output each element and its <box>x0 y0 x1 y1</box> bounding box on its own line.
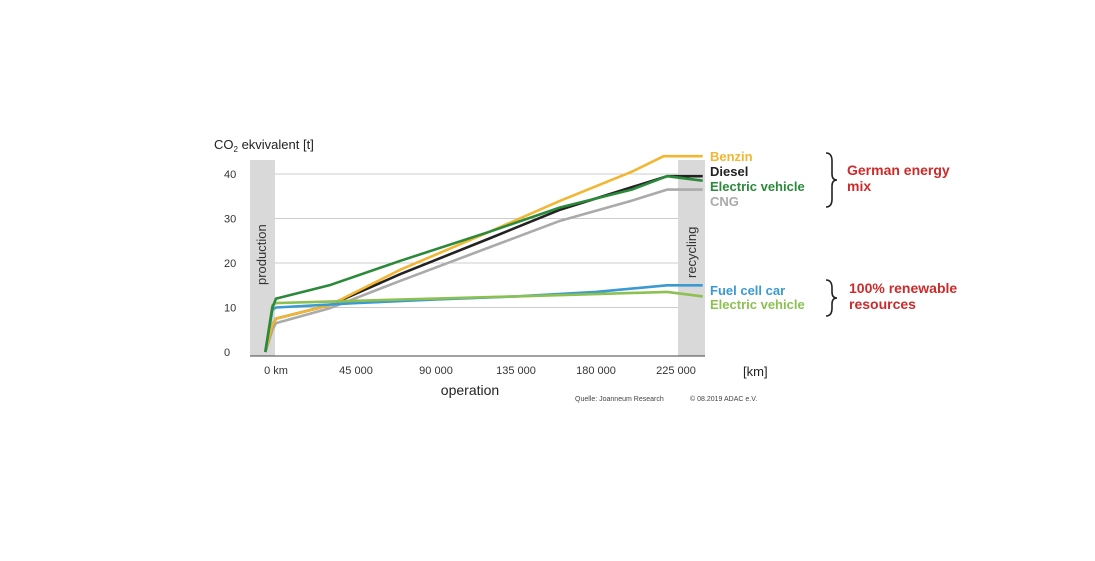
production-label: production <box>254 224 269 285</box>
x-axis-unit: [km] <box>743 364 768 379</box>
x-tick-label: 135 000 <box>496 365 536 377</box>
x-tick-label: 225 000 <box>656 365 696 377</box>
series-line <box>264 290 703 353</box>
legend-group-label: 100% renewable <box>849 280 957 296</box>
series-line <box>264 174 703 353</box>
y-tick-label: 0 <box>224 347 230 359</box>
copyright-note: © 08.2019 ADAC e.V. <box>690 395 757 403</box>
y-axis-ticks: 0 10 20 30 40 <box>224 169 236 359</box>
legend-entry: Fuel cell car <box>710 283 785 298</box>
brace-renewable <box>825 279 838 317</box>
legend-entry: Electric vehicle <box>710 297 805 312</box>
source-note: Quelle: Joanneum Research <box>575 396 664 403</box>
x-tick-label: 90 000 <box>419 365 453 377</box>
recycling-label: recycling <box>684 227 699 278</box>
series-line <box>264 154 703 353</box>
y-tick-label: 10 <box>224 303 236 315</box>
y-tick-label: 20 <box>224 258 236 270</box>
series-line <box>264 174 703 353</box>
legend-entry: Benzin <box>710 149 753 164</box>
legend-group-label: mix <box>847 178 871 194</box>
x-tick-label: 180 000 <box>576 365 616 377</box>
y-tick-label: 40 <box>224 169 236 181</box>
x-tick-label: 0 km <box>264 365 288 377</box>
legend-entry: Diesel <box>710 164 748 179</box>
recycling-band <box>678 160 705 356</box>
legend-entry: CNG <box>710 194 739 209</box>
series-line <box>264 284 703 353</box>
x-axis-title: operation <box>441 382 499 398</box>
brace-german-mix <box>825 152 838 208</box>
y-tick-label: 30 <box>224 214 236 226</box>
legend-group-label: resources <box>849 296 916 312</box>
series-lines <box>264 154 703 353</box>
y-axis-title: CO2 ekvivalent [t] <box>214 137 314 154</box>
legend-group-label: German energy <box>847 162 950 178</box>
x-axis-ticks: 0 km 45 000 90 000 135 000 180 000 225 000 <box>264 365 696 377</box>
series-line <box>264 188 703 353</box>
x-tick-label: 45 000 <box>339 365 373 377</box>
legend-entry: Electric vehicle <box>710 179 805 194</box>
legend-braces <box>825 152 838 317</box>
